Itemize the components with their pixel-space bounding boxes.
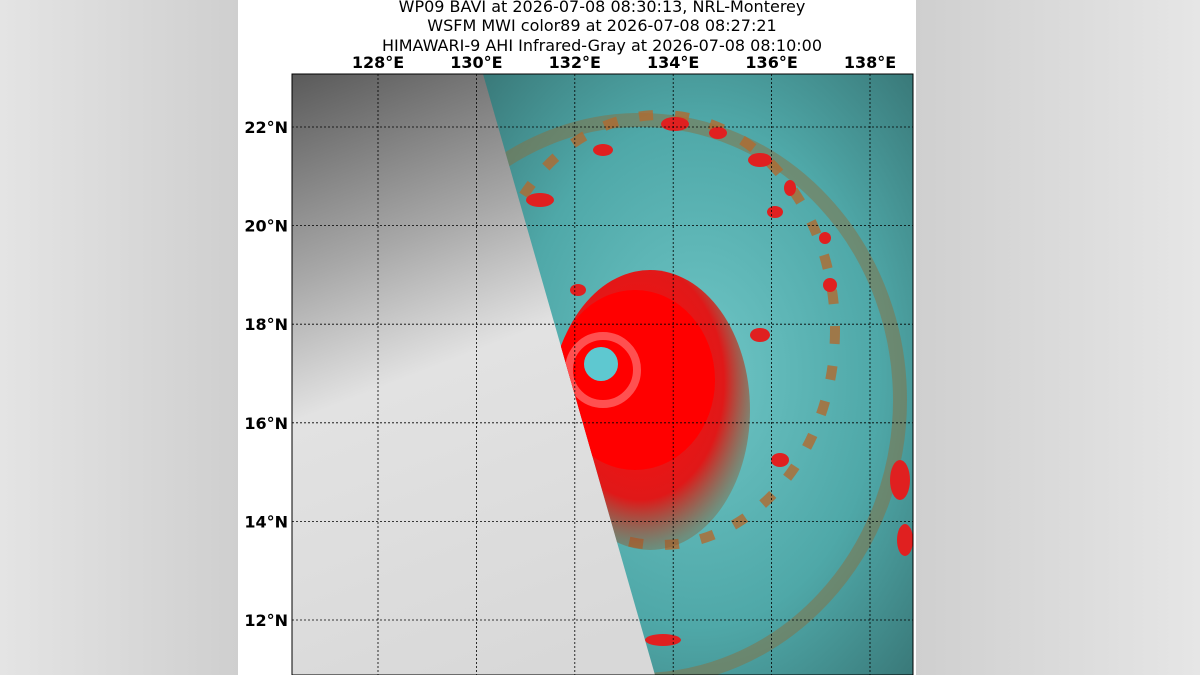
latitude-label: 16°N — [244, 414, 288, 433]
title-line: HIMAWARI-9 AHI Infrared-Gray at 2026-07-… — [382, 36, 822, 55]
longitude-label: 128°E — [352, 53, 404, 72]
map-frame — [291, 73, 914, 675]
longitude-label: 138°E — [844, 53, 896, 72]
latitude-label: 20°N — [244, 217, 288, 236]
satellite-image — [292, 74, 913, 675]
latitude-label: 22°N — [244, 118, 288, 137]
background-left — [0, 0, 238, 675]
background-right — [916, 0, 1200, 675]
graticule — [292, 74, 913, 675]
longitude-label: 136°E — [745, 53, 797, 72]
title-line: WP09 BAVI at 2026-07-08 08:30:13, NRL-Mo… — [399, 0, 806, 16]
latitude-label: 14°N — [244, 512, 288, 531]
title-line: WSFM MWI color89 at 2026-07-08 08:27:21 — [427, 16, 776, 35]
latitude-label: 12°N — [244, 611, 288, 630]
longitude-label: 134°E — [647, 53, 699, 72]
longitude-label: 130°E — [450, 53, 502, 72]
latitude-label: 18°N — [244, 315, 288, 334]
longitude-label: 132°E — [549, 53, 601, 72]
